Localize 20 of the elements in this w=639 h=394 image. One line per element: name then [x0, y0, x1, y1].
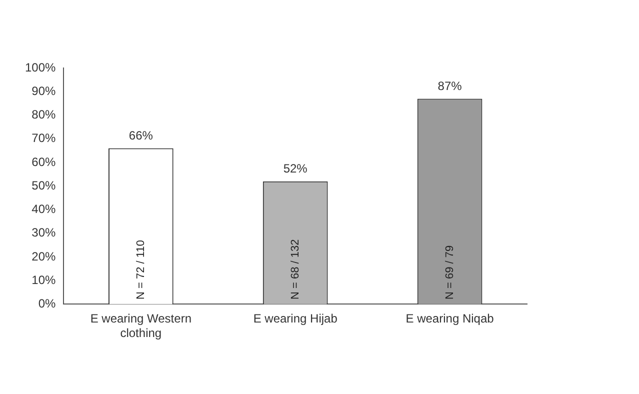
y-tick-label: 80%: [32, 108, 56, 122]
x-tick-label: E wearing Niqab: [406, 312, 494, 326]
data-label: 87%: [438, 79, 462, 94]
annotation: N = 72 / 110: [134, 240, 147, 300]
x-tick-label: E wearing Hijab: [253, 312, 338, 326]
annotation: N = 69 / 79: [444, 245, 456, 300]
x-tick-label: E wearing Western clothing: [90, 312, 192, 340]
y-tick-label: 30%: [32, 226, 56, 240]
y-tick-label: 20%: [32, 249, 56, 264]
data-label: 66%: [128, 128, 154, 143]
y-tick-label: 10%: [32, 272, 56, 287]
y-tick-label: 50%: [32, 178, 56, 192]
y-tick-label: 90%: [32, 84, 56, 98]
y-tick-label: 40%: [32, 202, 56, 216]
y-tick-label: 60%: [32, 154, 56, 169]
y-tick-label: 100%: [24, 60, 56, 74]
y-tick-label: 0%: [38, 296, 56, 311]
annotation: N = 68 / 132: [289, 239, 302, 300]
y-tick-label: 70%: [32, 131, 56, 146]
data-label: 52%: [283, 162, 308, 176]
